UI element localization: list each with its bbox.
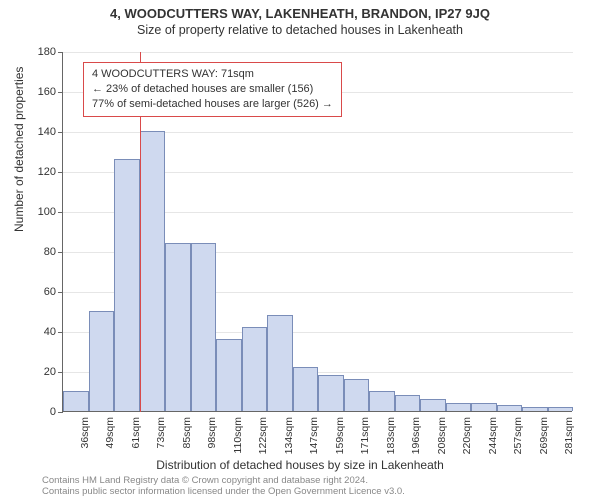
- bar: [369, 391, 395, 411]
- xtick-label: 61sqm: [130, 417, 142, 449]
- info-line-3: 77% of semi-detached houses are larger (…: [92, 97, 333, 112]
- plot-region: 4 WOODCUTTERS WAY: 71sqm ← 23% of detach…: [62, 52, 572, 412]
- bar: [318, 375, 344, 411]
- bar: [63, 391, 89, 411]
- ytick-label: 120: [0, 166, 56, 178]
- page-subtitle: Size of property relative to detached ho…: [0, 21, 600, 41]
- xtick-label: 159sqm: [334, 417, 346, 454]
- chart-area: 4 WOODCUTTERS WAY: 71sqm ← 23% of detach…: [62, 52, 572, 412]
- xtick-label: 208sqm: [436, 417, 448, 454]
- bar: [242, 327, 268, 411]
- ytick-label: 60: [0, 286, 56, 298]
- ytick-label: 0: [0, 406, 56, 418]
- xtick-label: 122sqm: [257, 417, 269, 454]
- xtick-label: 110sqm: [232, 417, 244, 454]
- ytick-label: 40: [0, 326, 56, 338]
- ytick-mark: [58, 52, 63, 53]
- ytick-mark: [58, 172, 63, 173]
- ytick-mark: [58, 132, 63, 133]
- xtick-label: 36sqm: [79, 417, 91, 449]
- bar: [497, 405, 523, 411]
- bar: [89, 311, 115, 411]
- page-title: 4, WOODCUTTERS WAY, LAKENHEATH, BRANDON,…: [0, 0, 600, 21]
- xtick-label: 85sqm: [181, 417, 193, 449]
- xtick-label: 183sqm: [385, 417, 397, 454]
- info-line-1: 4 WOODCUTTERS WAY: 71sqm: [92, 67, 333, 82]
- bar: [522, 407, 548, 411]
- bar: [395, 395, 421, 411]
- xtick-label: 196sqm: [410, 417, 422, 454]
- xtick-label: 147sqm: [308, 417, 320, 454]
- ytick-label: 100: [0, 206, 56, 218]
- xtick-label: 134sqm: [283, 417, 295, 454]
- ytick-mark: [58, 412, 63, 413]
- bar: [471, 403, 497, 411]
- xtick-label: 171sqm: [359, 417, 371, 454]
- bar: [216, 339, 242, 411]
- info-box: 4 WOODCUTTERS WAY: 71sqm ← 23% of detach…: [83, 62, 342, 117]
- bar: [420, 399, 446, 411]
- footer-attribution: Contains HM Land Registry data © Crown c…: [42, 476, 405, 498]
- xtick-label: 220sqm: [461, 417, 473, 454]
- xtick-label: 73sqm: [155, 417, 167, 449]
- xtick-label: 257sqm: [512, 417, 524, 454]
- ytick-label: 140: [0, 126, 56, 138]
- ytick-mark: [58, 92, 63, 93]
- bar: [293, 367, 319, 411]
- xtick-label: 244sqm: [487, 417, 499, 454]
- bar: [140, 131, 166, 411]
- ytick-label: 180: [0, 46, 56, 58]
- ytick-mark: [58, 332, 63, 333]
- x-axis-label: Distribution of detached houses by size …: [0, 458, 600, 472]
- bar: [548, 407, 574, 411]
- bar: [165, 243, 191, 411]
- footer-line-2: Contains public sector information licen…: [42, 487, 405, 498]
- ytick-label: 160: [0, 86, 56, 98]
- ytick-mark: [58, 252, 63, 253]
- ytick-mark: [58, 292, 63, 293]
- ytick-label: 80: [0, 246, 56, 258]
- ytick-mark: [58, 212, 63, 213]
- xtick-label: 98sqm: [206, 417, 218, 449]
- bar: [446, 403, 472, 411]
- info-line-2: ← 23% of detached houses are smaller (15…: [92, 82, 333, 97]
- bar: [114, 159, 140, 411]
- xtick-label: 281sqm: [563, 417, 575, 454]
- bar: [191, 243, 217, 411]
- xtick-label: 269sqm: [538, 417, 550, 454]
- bar: [344, 379, 370, 411]
- xtick-label: 49sqm: [104, 417, 116, 449]
- ytick-mark: [58, 372, 63, 373]
- bar: [267, 315, 293, 411]
- ytick-label: 20: [0, 366, 56, 378]
